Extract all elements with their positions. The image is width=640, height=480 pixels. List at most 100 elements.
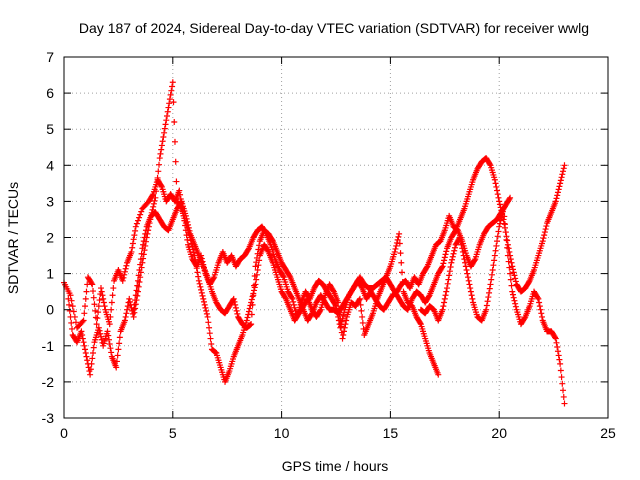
data-point-marker bbox=[205, 319, 212, 326]
data-point-marker bbox=[393, 242, 400, 249]
data-point-marker bbox=[230, 295, 237, 302]
data-point-marker bbox=[150, 203, 157, 210]
data-point-marker bbox=[115, 346, 122, 353]
data-point-marker bbox=[163, 112, 170, 119]
data-point-marker bbox=[502, 221, 509, 228]
data-point-marker bbox=[97, 333, 104, 340]
data-point-marker bbox=[511, 272, 518, 279]
data-point-marker bbox=[504, 244, 511, 251]
y-tick-label: -1 bbox=[42, 338, 55, 354]
data-point-marker bbox=[199, 292, 206, 299]
data-point-marker bbox=[553, 195, 560, 202]
data-point-marker bbox=[107, 313, 114, 320]
data-point-marker bbox=[442, 292, 449, 299]
data-point-marker bbox=[512, 303, 519, 310]
data-point-marker bbox=[89, 355, 96, 362]
data-point-marker bbox=[106, 321, 113, 328]
data-point-marker bbox=[83, 288, 90, 295]
data-point-marker bbox=[502, 229, 509, 236]
data-point-marker bbox=[232, 301, 239, 308]
data-point-marker bbox=[486, 289, 493, 296]
data-point-marker bbox=[290, 298, 297, 305]
data-point-marker bbox=[556, 356, 563, 363]
data-point-marker bbox=[121, 317, 128, 324]
data-point-marker bbox=[399, 269, 406, 276]
data-point-marker bbox=[204, 313, 211, 320]
data-point-marker bbox=[555, 186, 562, 193]
data-point-marker bbox=[457, 234, 464, 241]
data-point-marker bbox=[308, 311, 315, 318]
data-point-marker bbox=[458, 241, 465, 248]
data-point-marker bbox=[119, 277, 126, 284]
data-point-marker bbox=[90, 294, 97, 301]
data-point-marker bbox=[208, 340, 215, 347]
data-point-marker bbox=[164, 108, 171, 115]
data-point-marker bbox=[113, 364, 120, 371]
data-point-marker bbox=[503, 236, 510, 243]
data-point-marker bbox=[542, 226, 549, 233]
x-tick-label: 15 bbox=[383, 425, 399, 441]
data-point-marker bbox=[538, 313, 545, 320]
data-point-marker bbox=[485, 294, 492, 301]
data-point-marker bbox=[206, 324, 213, 331]
data-point-marker bbox=[255, 262, 262, 269]
y-tick-label: 4 bbox=[46, 157, 54, 173]
data-point-marker bbox=[440, 303, 447, 310]
data-point-marker bbox=[243, 317, 250, 324]
data-point-marker bbox=[560, 387, 567, 394]
data-point-marker bbox=[200, 295, 207, 302]
data-point-marker bbox=[282, 294, 289, 301]
data-point-marker bbox=[68, 325, 75, 332]
data-point-marker bbox=[535, 295, 542, 302]
x-axis-title: GPS time / hours bbox=[282, 458, 389, 474]
data-point-marker bbox=[92, 307, 99, 314]
data-point-marker bbox=[127, 298, 134, 305]
data-point-marker bbox=[504, 241, 511, 248]
data-point-marker bbox=[97, 285, 104, 292]
data-point-marker bbox=[496, 223, 503, 230]
data-point-marker bbox=[504, 252, 511, 259]
data-point-marker bbox=[494, 191, 501, 198]
data-point-marker bbox=[151, 197, 158, 204]
y-tick-label: -2 bbox=[42, 374, 55, 390]
data-point-marker bbox=[445, 276, 452, 283]
data-point-marker bbox=[289, 295, 296, 302]
data-point-marker bbox=[461, 256, 468, 263]
data-point-marker bbox=[84, 357, 91, 364]
data-point-marker bbox=[423, 264, 430, 271]
data-point-marker bbox=[251, 273, 258, 280]
data-point-marker bbox=[110, 285, 117, 292]
data-point-marker bbox=[359, 313, 366, 320]
data-point-marker bbox=[116, 334, 123, 341]
data-point-marker bbox=[483, 306, 490, 313]
data-point-marker bbox=[525, 279, 532, 286]
data-point-marker bbox=[234, 310, 241, 317]
data-point-marker bbox=[232, 304, 239, 311]
data-point-marker bbox=[494, 233, 501, 240]
data-point-marker bbox=[494, 187, 501, 194]
data-point-marker bbox=[80, 339, 87, 346]
y-tick-label: 2 bbox=[46, 230, 54, 246]
data-point-marker bbox=[157, 150, 164, 157]
data-point-marker bbox=[169, 79, 176, 86]
y-tick-label: 3 bbox=[46, 193, 54, 209]
data-point-marker bbox=[487, 281, 494, 288]
data-point-marker bbox=[201, 301, 208, 308]
data-point-marker bbox=[87, 371, 94, 378]
data-point-marker bbox=[492, 247, 499, 254]
data-point-marker bbox=[506, 264, 513, 271]
data-point-marker bbox=[166, 100, 173, 107]
data-point-marker bbox=[340, 331, 347, 338]
data-point-marker bbox=[186, 227, 193, 234]
axis-ticks: 0 5 10 15 20 25 -3 -2 -1 0 1 2 3 4 5 6 7 bbox=[42, 49, 616, 441]
data-point-marker bbox=[443, 248, 450, 255]
data-point-marker bbox=[122, 265, 129, 272]
data-point-marker bbox=[504, 237, 511, 244]
data-point-marker bbox=[123, 310, 130, 317]
data-point-marker bbox=[101, 303, 108, 310]
data-point-marker bbox=[150, 200, 157, 207]
data-point-marker bbox=[462, 263, 469, 270]
data-point-marker bbox=[158, 142, 165, 149]
data-point-marker bbox=[342, 321, 349, 328]
